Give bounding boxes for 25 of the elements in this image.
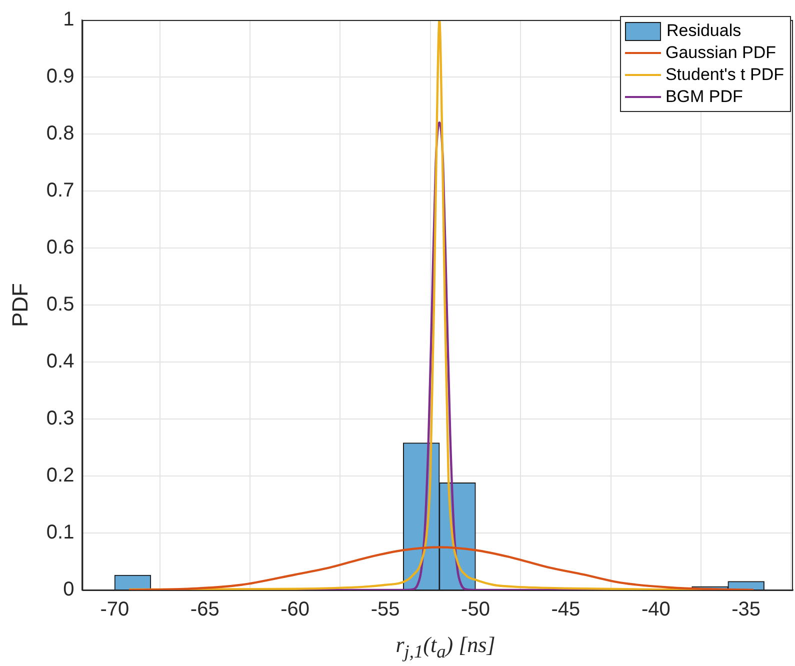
x-tick-label: -45: [551, 598, 580, 621]
x-tick-label: -35: [732, 598, 761, 621]
legend-label: Gaussian PDF: [665, 43, 776, 63]
y-tick-label: 0.9: [46, 66, 74, 88]
y-tick-label: 0: [63, 578, 74, 601]
y-tick-label: 0.1: [46, 522, 74, 544]
y-tick-label: 0.4: [46, 350, 74, 373]
y-tick-label: 0.8: [46, 122, 74, 145]
x-tick-label: -70: [100, 598, 130, 621]
y-tick-label: 0.5: [46, 294, 74, 316]
x-tick-label: -40: [641, 598, 670, 621]
x-tick-label: -60: [280, 598, 310, 621]
legend-label: Residuals: [666, 21, 742, 41]
x-tick-label: -50: [461, 598, 490, 621]
y-tick-label: 0.7: [46, 180, 74, 202]
y-tick-label: 1: [63, 8, 74, 31]
x-tick-label: -55: [370, 598, 400, 621]
y-tick-label: 0.3: [46, 408, 74, 430]
y-tick-label: 0.6: [46, 236, 74, 259]
y-axis-title: PDF: [7, 283, 32, 327]
x-axis-title: r$_{j,1}$(t$_{a}$) [ns]: [394, 632, 496, 662]
legend-label: BGM PDF: [665, 87, 743, 107]
x-tick-label: -65: [190, 598, 220, 621]
y-tick-label: 0.2: [46, 464, 74, 487]
legend-label: Student's t PDF: [665, 65, 784, 85]
